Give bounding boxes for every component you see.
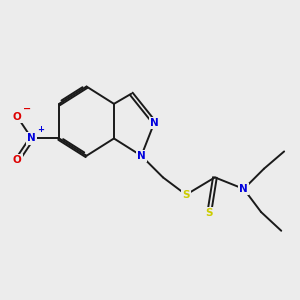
Text: N: N [137,151,146,161]
Text: S: S [182,190,190,200]
Text: N: N [150,118,159,128]
Text: N: N [27,134,36,143]
Text: O: O [13,112,22,122]
Text: +: + [37,125,44,134]
Text: S: S [206,208,213,218]
Text: N: N [239,184,248,194]
Text: −: − [22,103,31,114]
Text: O: O [13,155,22,165]
